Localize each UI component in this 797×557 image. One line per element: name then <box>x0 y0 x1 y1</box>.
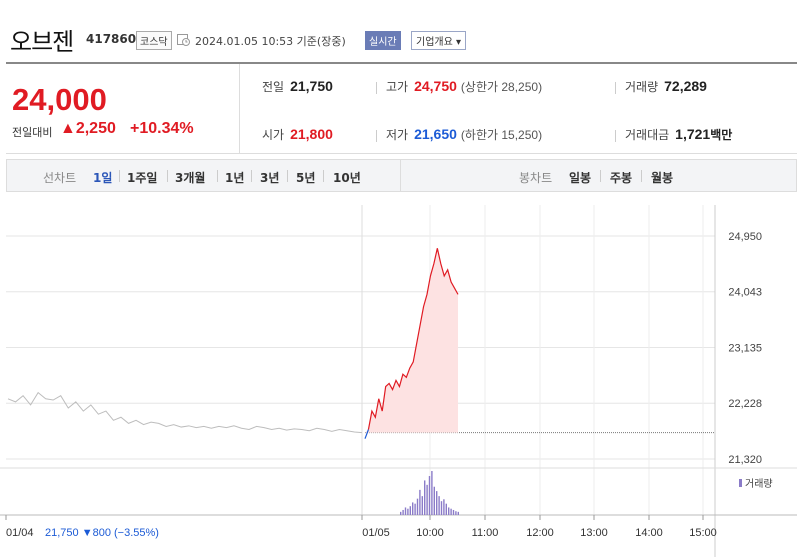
tab-5y[interactable]: 5년 <box>296 171 316 185</box>
volume-bar <box>407 508 409 515</box>
chart-tabbar: 선차트 1일 1주일 3개월 1년 3년 5년 10년 봉차트 일봉 주봉 월봉 <box>6 159 797 192</box>
today-area <box>365 248 458 433</box>
volume-bar <box>455 511 457 515</box>
volume-bar <box>404 507 407 515</box>
volume-bar <box>448 507 450 515</box>
y-tick-label: 24,950 <box>728 231 762 243</box>
stock-name: 오브젠 <box>10 28 74 56</box>
volume-bar <box>426 484 428 515</box>
today-line-down <box>364 429 370 439</box>
volume-bar <box>438 496 440 515</box>
stat-amount: 거래대금 1,721백만 <box>625 126 733 142</box>
volume-bar <box>450 508 452 515</box>
stat-low: 저가 21,650 (하한가 15,250) <box>386 126 543 142</box>
today-line <box>367 248 459 430</box>
x-tick-label: 13:00 <box>580 527 608 539</box>
volume-bar <box>424 480 426 515</box>
x-tick-label: 12:00 <box>526 527 554 539</box>
x-tick-label: 01/04 <box>6 527 34 539</box>
prev-day-line <box>7 391 363 434</box>
y-tick-label: 24,043 <box>728 287 762 299</box>
realtime-button[interactable]: 실시간 <box>365 31 401 50</box>
volume-legend-swatch <box>739 479 742 487</box>
stock-code: 417860 <box>86 32 137 46</box>
company-info-button[interactable]: 기업개요 ▾ <box>411 31 466 50</box>
tab-1w[interactable]: 1주일 <box>127 171 158 185</box>
stat-volume: 거래량 72,289 <box>625 78 707 94</box>
tab-monthly[interactable]: 월봉 <box>651 171 674 185</box>
candle-chart-label: 봉차트 <box>519 171 553 185</box>
x-tick-label: 14:00 <box>635 527 663 539</box>
volume-bar <box>416 498 419 515</box>
stock-header: 오브젠 417860 코스닥 2024.01.05 10:53 기준(장중) 실… <box>0 0 797 58</box>
volume-bar <box>457 511 459 515</box>
volume-legend-label: 거래량 <box>745 478 773 490</box>
volume-bar <box>452 509 455 515</box>
stat-prev-close: 전일 21,750 <box>262 78 333 94</box>
market-badge: 코스닥 <box>136 31 172 50</box>
volume-bar <box>445 503 447 515</box>
change-percent: +10.34% <box>130 120 194 137</box>
x-tick-label: 10:00 <box>416 527 444 539</box>
volume-bar <box>421 496 423 515</box>
volume-bar <box>412 502 414 515</box>
volume-bar <box>431 471 433 515</box>
volume-bar <box>419 489 421 515</box>
price-chart: 24,950 24,043 23,135 22,228 21,320 거래량 01/04… <box>0 205 797 557</box>
x-tick-label: 01/05 <box>362 527 390 539</box>
tab-1d[interactable]: 1일 <box>93 171 113 185</box>
price-main: 24,000 전일대비 ▲2,250 +10.34% <box>6 64 240 154</box>
change-label: 전일대비 <box>12 126 53 139</box>
volume-bar <box>409 506 411 515</box>
volume-bar <box>400 511 402 515</box>
volume-bar <box>436 491 438 515</box>
tab-daily[interactable]: 일봉 <box>569 171 592 185</box>
tab-3m[interactable]: 3개월 <box>175 171 206 185</box>
prev-summary-close: 21,750 ▼800 (−3.55%) <box>45 527 159 539</box>
tab-1y[interactable]: 1년 <box>225 171 245 185</box>
x-tick-label: 11:00 <box>472 527 499 539</box>
tab-weekly[interactable]: 주봉 <box>610 171 633 185</box>
volume-bar <box>440 501 443 515</box>
tab-10y[interactable]: 10년 <box>333 171 361 185</box>
volume-bar <box>433 486 435 515</box>
tab-3y[interactable]: 3년 <box>260 171 280 185</box>
stat-open: 시가 21,800 <box>262 126 333 142</box>
y-tick-label: 23,135 <box>728 343 762 355</box>
change-value: ▲2,250 <box>60 120 116 137</box>
y-tick-label: 21,320 <box>728 454 762 466</box>
volume-bar <box>414 503 416 515</box>
timestamp: 2024.01.05 10:53 기준(장중) <box>195 35 346 48</box>
y-tick-label: 22,228 <box>728 398 762 410</box>
clock-icon <box>177 34 190 46</box>
price-summary: 24,000 전일대비 ▲2,250 +10.34% 전일 21,750 고가 24… <box>6 62 797 154</box>
volume-bar <box>428 476 431 515</box>
line-chart-label: 선차트 <box>43 171 77 185</box>
volume-bar <box>443 499 445 515</box>
current-price: 24,000 <box>12 82 107 117</box>
x-tick-label: 15:00 <box>689 527 717 539</box>
volume-bar <box>402 509 404 515</box>
stat-high: 고가 24,750 (상한가 28,250) <box>386 78 543 94</box>
